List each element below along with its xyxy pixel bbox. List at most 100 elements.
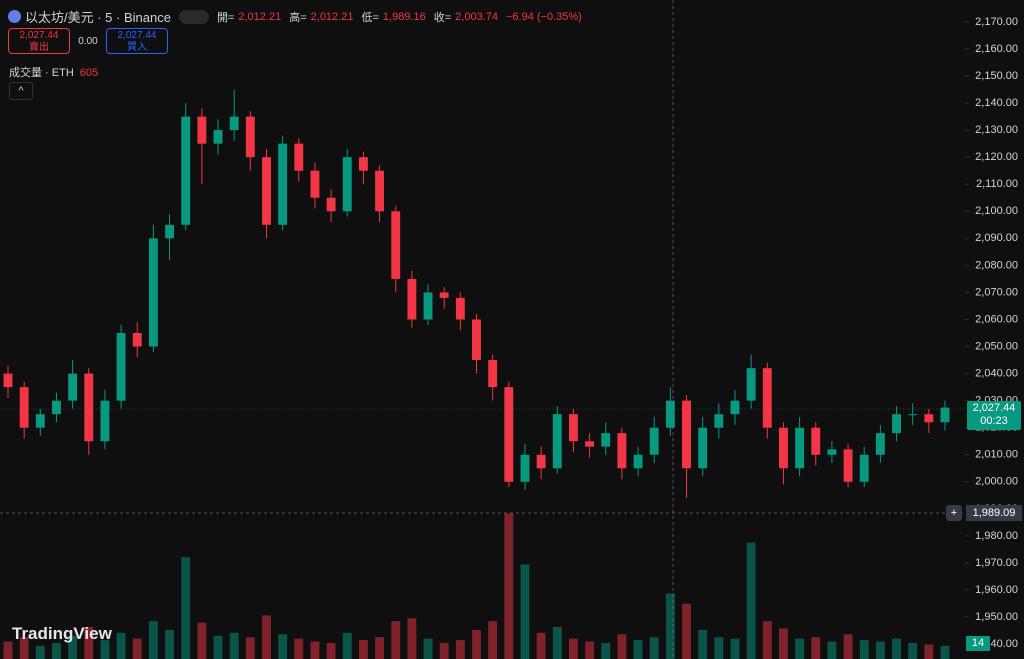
candle-body (762, 368, 772, 428)
volume-bar (342, 632, 352, 659)
candle-body (568, 414, 578, 442)
candle-body (326, 197, 336, 212)
candle-body (633, 454, 643, 469)
volume-bar (35, 645, 45, 659)
volume-bar (455, 640, 465, 659)
y-tick-label: 1,960.00 (975, 584, 1018, 596)
status (178, 9, 209, 24)
buy-label: 買入 (127, 42, 147, 53)
volume-bar (682, 603, 691, 659)
candle-body (391, 211, 401, 279)
candle-body (472, 319, 481, 361)
last-price: 2,027.44 (972, 402, 1016, 414)
candle-body (19, 387, 29, 428)
add-button[interactable]: + (946, 505, 962, 521)
candle-body (423, 292, 433, 320)
volume-bar (197, 622, 207, 659)
candle-body (116, 333, 126, 401)
volume-bar (552, 627, 562, 659)
volume-bar (908, 643, 918, 659)
candle-body (585, 441, 595, 447)
y-tick-label: 2,100.00 (975, 205, 1018, 217)
candle-body (342, 157, 352, 212)
volume-bar (892, 638, 901, 659)
volume-bar (132, 638, 142, 659)
volume-bar (520, 564, 530, 659)
volume-bar (698, 629, 708, 659)
ohlc-key: 低= (361, 11, 379, 24)
sell-button[interactable]: 2,027.44 賣出 (8, 28, 70, 54)
candle-body (310, 170, 320, 198)
y-tick-label: 2,170.00 (975, 16, 1018, 28)
volume-bar (181, 557, 191, 659)
crosshair-price: 1,989.09 (966, 505, 1022, 521)
ohlc-key: 收= (433, 11, 452, 24)
y-tick-label: 2,090.00 (975, 232, 1018, 244)
volume-bar (746, 542, 756, 659)
volume-title: 成交量 · ETH (9, 67, 74, 79)
candle-body (35, 414, 45, 428)
volume-bar (827, 641, 837, 659)
candle-body (229, 116, 239, 131)
ohlc-value: 2,012.21 (238, 10, 282, 23)
volume-bar (310, 641, 320, 659)
volume-bar (100, 640, 110, 659)
ohlc-key: 開= (216, 11, 235, 24)
price-axis (965, 0, 1024, 659)
volume-bar (52, 643, 61, 659)
ohlc-value: 1,989.16 (382, 10, 426, 23)
ohlc-value: 2,012.21 (310, 10, 354, 23)
volume-bar (665, 593, 675, 659)
y-tick-label: 2,150.00 (975, 70, 1018, 82)
volume-bar (779, 628, 788, 659)
y-tick-label: 2,120.00 (975, 151, 1018, 163)
volume-bar (795, 638, 805, 659)
y-tick-label: 2,000.00 (975, 476, 1018, 488)
candle-body (245, 116, 255, 158)
volume-bar (148, 621, 158, 659)
volume-bar (730, 638, 740, 659)
candle-body (132, 333, 142, 347)
brand: TradingView (12, 624, 112, 643)
y-tick-label: 2,060.00 (975, 313, 1018, 325)
collapse-button[interactable]: ^ (9, 82, 33, 100)
volume-bar (375, 637, 385, 659)
candle-body (375, 170, 385, 212)
volume-bar (213, 635, 223, 659)
candle-body (746, 368, 756, 401)
candle-body (278, 143, 288, 225)
candle-body (698, 427, 708, 469)
symbol-bar: 以太坊/美元 · 5 · Binance 開= 2,012.21 高= 2,012.… (8, 7, 586, 26)
y-tick-label: 2,080.00 (975, 259, 1018, 271)
candle-body (165, 224, 174, 239)
symbol[interactable]: 以太坊/美元 · 5 · Binance (25, 10, 171, 25)
ohlc-key: 高= (289, 11, 307, 24)
buy-button[interactable]: 2,027.44 買入 (106, 28, 168, 54)
volume-bar (601, 643, 611, 659)
volume-bar (843, 634, 853, 659)
volume-bar (407, 618, 417, 659)
candle-body (407, 278, 417, 320)
y-tick-label: 2,160.00 (975, 43, 1018, 55)
candle-body (68, 373, 78, 401)
volume-bar (358, 640, 368, 659)
candle-body (536, 454, 546, 469)
y-tick-label: 2,040.00 (975, 368, 1018, 380)
candle-body (488, 360, 498, 388)
candle-body (3, 373, 13, 388)
sell-label: 賣出 (29, 42, 49, 53)
candle-body (779, 427, 788, 469)
candle-body (148, 238, 158, 347)
volume-bar (262, 615, 271, 659)
candle-body (504, 387, 514, 482)
spread: 0.00 (78, 35, 98, 47)
candle-body (940, 407, 950, 423)
candle-body (520, 454, 530, 482)
volume-bar (714, 637, 724, 659)
candle-body (811, 427, 821, 455)
volume-bar (84, 627, 94, 659)
candle-body (924, 414, 934, 423)
candle-body (52, 400, 61, 415)
volume-bar (633, 640, 643, 659)
